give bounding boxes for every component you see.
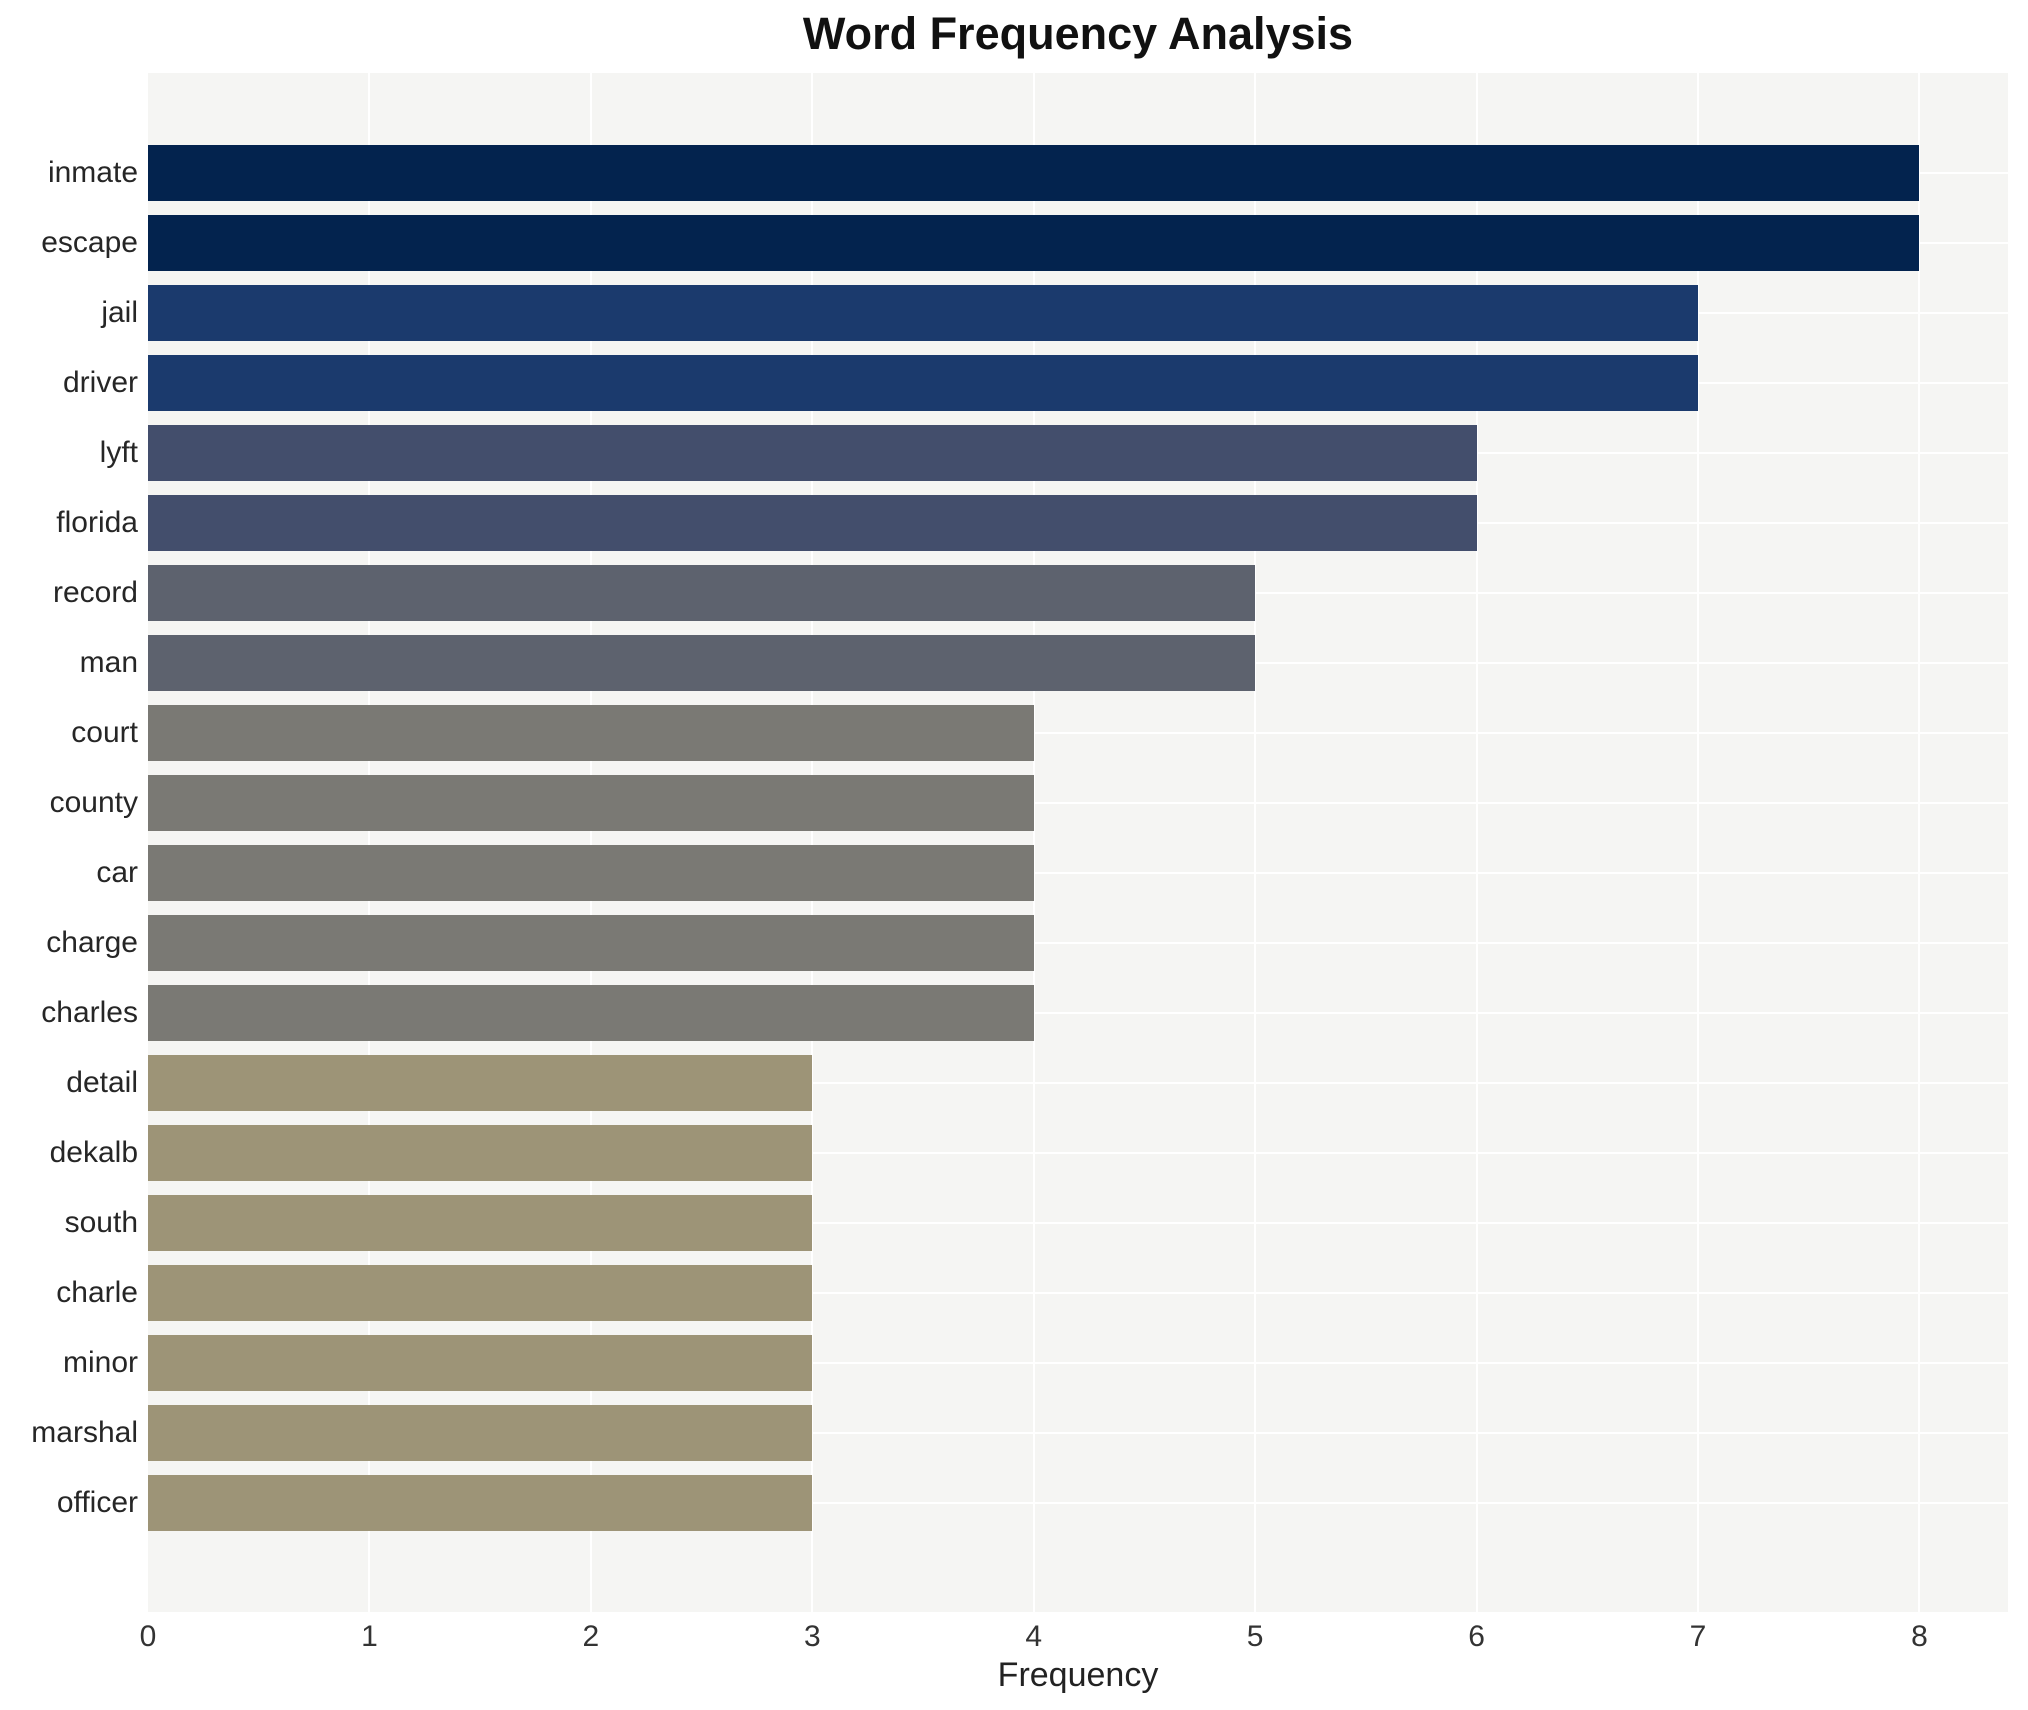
bar-marshal xyxy=(148,1405,813,1461)
bar-row-officer: officer xyxy=(57,1468,2008,1538)
gridline-y-minor xyxy=(148,1362,2008,1364)
gridline-x-4 xyxy=(1032,73,1035,1612)
y-axis-label-man: man xyxy=(79,646,138,679)
x-tick-label-2: 2 xyxy=(582,1620,600,1653)
gridline-y-officer xyxy=(148,1502,2008,1504)
bar-jail xyxy=(148,285,1698,341)
bar-car xyxy=(148,845,1034,901)
bar-court xyxy=(148,705,1034,761)
bar-row-jail: jail xyxy=(101,278,2008,348)
x-tick-label-3: 3 xyxy=(803,1620,821,1653)
y-axis-label-record: record xyxy=(52,576,138,609)
x-axis-title: Frequency xyxy=(997,1656,1159,1694)
bar-officer xyxy=(148,1475,813,1531)
bar-row-court: court xyxy=(71,698,2008,768)
bar-row-florida: florida xyxy=(56,488,2008,558)
gridline-x-3 xyxy=(811,73,814,1612)
bar-row-county: county xyxy=(50,768,2008,838)
gridline-y-court xyxy=(148,732,2008,734)
x-tick-label-8: 8 xyxy=(1911,1620,1928,1653)
y-axis-label-jail: jail xyxy=(101,296,138,329)
bar-rows: inmate escape jail driver lyft florida record m… xyxy=(31,138,2008,1538)
bar-row-charles: charles xyxy=(41,978,2008,1048)
y-axis-label-escape: escape xyxy=(41,226,138,259)
bar-county xyxy=(148,775,1034,831)
y-axis-label-court: court xyxy=(71,716,138,749)
gridline-x-2 xyxy=(589,73,592,1612)
gridline-y-south xyxy=(148,1222,2008,1224)
chart-title: Word Frequency Analysis xyxy=(802,8,1354,59)
bar-minor xyxy=(148,1335,813,1391)
bar-row-escape: escape xyxy=(41,208,2008,278)
bar-row-south: south xyxy=(65,1188,2008,1258)
y-axis-label-lyft: lyft xyxy=(99,436,138,469)
plot-area: inmate escape jail driver lyft florida record m… xyxy=(31,73,2008,1612)
bar-inmate xyxy=(148,145,1920,201)
bar-row-inmate: inmate xyxy=(48,138,2008,208)
bar-row-dekalb: dekalb xyxy=(50,1118,2008,1188)
gridline-y-charge xyxy=(148,942,2008,944)
x-tick-label-5: 5 xyxy=(1246,1620,1264,1653)
bar-row-car: car xyxy=(96,838,2008,908)
bar-row-charge: charge xyxy=(46,908,2008,978)
bar-dekalb xyxy=(148,1125,813,1181)
bar-row-driver: driver xyxy=(63,348,2008,418)
y-axis-label-car: car xyxy=(96,856,138,889)
bar-charles xyxy=(148,985,1034,1041)
x-tick-label-4: 4 xyxy=(1025,1620,1043,1653)
gridline-y-detail xyxy=(148,1082,2008,1084)
bar-row-marshal: marshal xyxy=(31,1398,2008,1468)
y-axis-label-minor: minor xyxy=(62,1346,138,1379)
y-axis-label-marshal: marshal xyxy=(31,1416,138,1449)
bar-row-detail: detail xyxy=(66,1048,2008,1118)
gridline-y-charle xyxy=(148,1292,2008,1294)
y-axis-label-inmate: inmate xyxy=(47,156,138,189)
bar-lyft xyxy=(148,425,1477,481)
bar-florida xyxy=(148,495,1477,551)
y-axis-label-dekalb: dekalb xyxy=(49,1136,138,1169)
x-tick-label-6: 6 xyxy=(1468,1620,1485,1653)
bar-detail xyxy=(148,1055,813,1111)
bar-row-charle: charle xyxy=(56,1258,2008,1328)
bar-charge xyxy=(148,915,1034,971)
gridline-y-county xyxy=(148,802,2008,804)
gridline-x-1 xyxy=(368,73,371,1612)
y-axis-label-county: county xyxy=(49,786,138,819)
y-axis-label-charle: charle xyxy=(56,1276,138,1309)
bar-south xyxy=(148,1195,813,1251)
gridline-y-dekalb xyxy=(148,1152,2008,1154)
gridline-x-8 xyxy=(1918,73,1921,1612)
gridline-x-7 xyxy=(1697,73,1699,1612)
y-axis-label-south: south xyxy=(64,1206,138,1239)
y-axis-label-officer: officer xyxy=(56,1486,138,1519)
x-tick-label-1: 1 xyxy=(361,1620,378,1653)
gridline-y-marshal xyxy=(148,1432,2008,1434)
bar-man xyxy=(148,635,1256,691)
y-axis-label-driver: driver xyxy=(62,366,138,399)
bar-driver xyxy=(148,355,1698,411)
bar-escape xyxy=(148,215,1920,271)
bar-row-minor: minor xyxy=(63,1328,2008,1398)
bar-row-record: record xyxy=(53,558,2008,628)
gridline-x-5 xyxy=(1254,73,1257,1612)
bar-charle xyxy=(148,1265,813,1321)
gridline-y-charles xyxy=(148,1012,2008,1014)
y-axis-label-florida: florida xyxy=(56,506,138,539)
bar-record xyxy=(148,565,1256,621)
x-tick-label-7: 7 xyxy=(1689,1620,1707,1653)
bar-row-lyft: lyft xyxy=(100,418,2008,488)
gridline-y-car xyxy=(148,872,2008,874)
bar-row-man: man xyxy=(80,628,2008,698)
gridline-x-6 xyxy=(1475,73,1478,1612)
y-axis-label-charge: charge xyxy=(46,926,138,959)
y-axis-label-detail: detail xyxy=(66,1066,138,1099)
x-tick-label-0: 0 xyxy=(139,1620,157,1653)
y-axis-label-charles: charles xyxy=(41,996,138,1029)
